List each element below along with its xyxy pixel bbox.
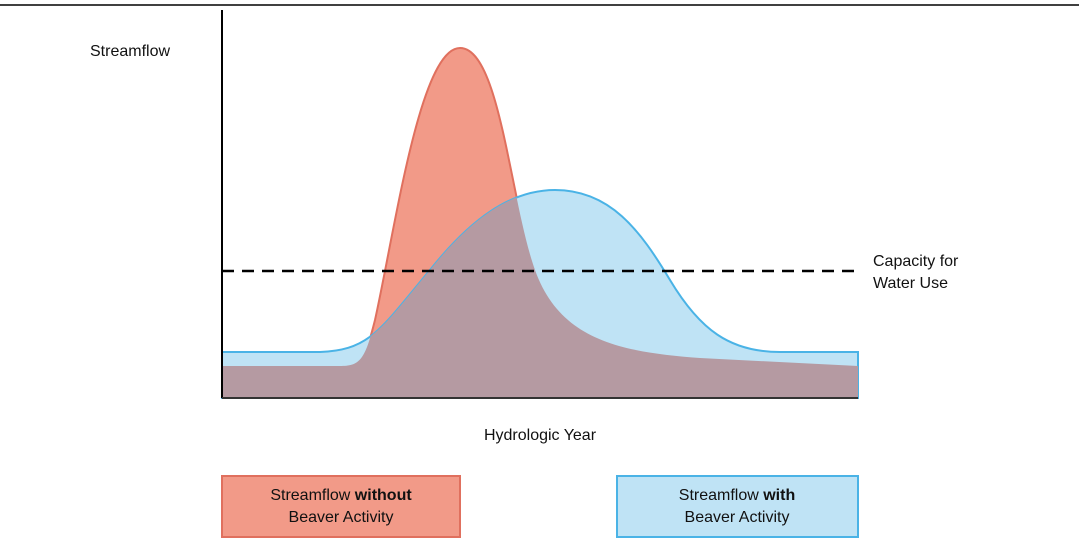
legend-text-part: Streamflow (679, 487, 763, 504)
legend-text: Beaver Activity (685, 509, 790, 526)
x-axis-label: Hydrologic Year (484, 427, 597, 444)
legend-text: Beaver Activity (289, 509, 394, 526)
legend-text: Streamflow without (270, 487, 412, 504)
threshold-label: Water Use (873, 275, 948, 292)
legend-box-without (221, 475, 461, 538)
legend-text-bold: with (762, 487, 795, 504)
legend-text-part: Streamflow (270, 487, 354, 504)
legend-text-bold: without (354, 487, 413, 504)
threshold-label: Capacity for (873, 253, 959, 270)
y-axis-label: Streamflow (90, 43, 170, 60)
legend-box-with (616, 475, 859, 538)
legend-text: Streamflow with (679, 487, 795, 504)
